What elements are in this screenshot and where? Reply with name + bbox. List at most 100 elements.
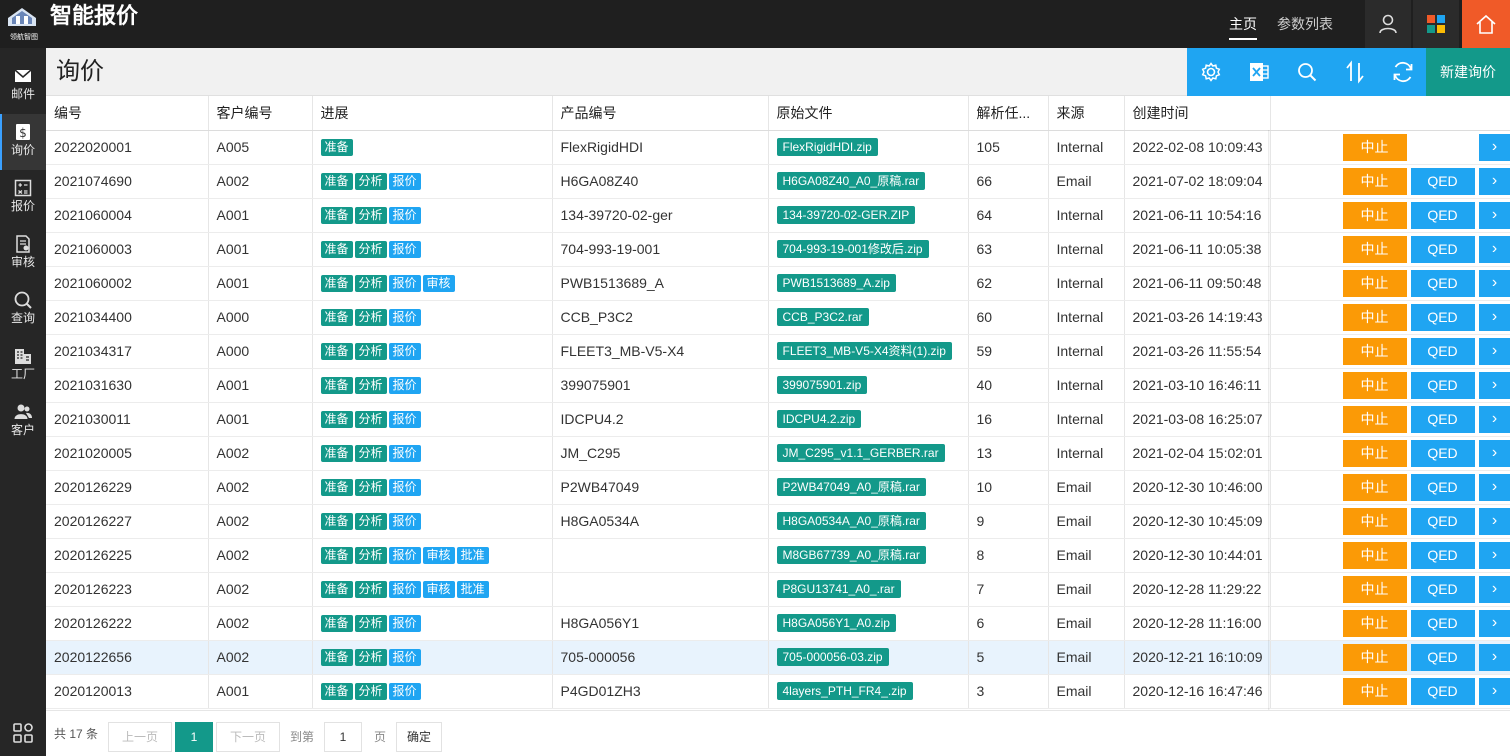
qed-button[interactable]: QED [1411,406,1475,433]
confirm-page-button[interactable]: 确定 [396,722,442,752]
table-row[interactable]: 2020126229 A002 准备 分析 报价 P2WB47049 P2WB47049_A… [46,470,1510,504]
qed-button[interactable]: QED [1411,372,1475,399]
stop-button[interactable]: 中止 [1343,304,1407,331]
column-header-progress[interactable]: 进展 [312,96,552,130]
stop-button[interactable]: 中止 [1343,542,1407,569]
file-link[interactable]: 4layers_PTH_FR4_.zip [777,682,913,700]
file-link[interactable]: FlexRigidHDI.zip [777,138,878,156]
qed-button[interactable]: QED [1411,270,1475,297]
sidebar-item-customers[interactable]: 客户 [0,394,46,450]
table-row[interactable]: 2020122656 A002 准备 分析 报价 705-000056 705-000056… [46,640,1510,674]
stop-button[interactable]: 中止 [1343,576,1407,603]
stop-button[interactable]: 中止 [1343,270,1407,297]
qed-button[interactable]: QED [1411,338,1475,365]
column-header-task[interactable]: 解析任... [968,96,1048,130]
column-header-product[interactable]: 产品编号 [552,96,768,130]
file-link[interactable]: P2WB47049_A0_原稿.rar [777,478,926,496]
qed-button[interactable]: QED [1411,644,1475,671]
table-row[interactable]: 2021060003 A001 准备 分析 报价 704-993-19-001 704-99… [46,232,1510,266]
open-detail-button[interactable]: › [1479,576,1510,603]
file-link[interactable]: H8GA0534A_A0_原稿.rar [777,512,926,530]
column-header-id[interactable]: 编号 [46,96,208,130]
file-link[interactable]: FLEET3_MB-V5-X4资料(1).zip [777,342,952,360]
table-row[interactable]: 2020126225 A002 准备 分析 报价 审核 批准 M8GB67739_A0_原稿.… [46,538,1510,572]
export-excel-button[interactable] [1235,48,1283,96]
open-detail-button[interactable]: › [1479,168,1510,195]
open-detail-button[interactable]: › [1479,304,1510,331]
file-link[interactable]: 704-993-19-001修改后.zip [777,240,929,258]
column-header-file[interactable]: 原始文件 [768,96,968,130]
page-number-input[interactable] [324,722,362,752]
file-link[interactable]: PWB1513689_A.zip [777,274,896,292]
open-detail-button[interactable]: › [1479,610,1510,637]
sidebar-item-mail[interactable]: 邮件 [0,58,46,114]
home-button[interactable] [1462,0,1510,48]
qed-button[interactable]: QED [1411,202,1475,229]
nav-home[interactable]: 主页 [1229,0,1257,48]
table-row[interactable]: 2021034317 A000 准备 分析 报价 FLEET3_MB-V5-X4 FLEET… [46,334,1510,368]
open-detail-button[interactable]: › [1479,474,1510,501]
file-link[interactable]: 134-39720-02-GER.ZIP [777,206,916,224]
file-link[interactable]: CCB_P3C2.rar [777,308,869,326]
sidebar-item-query[interactable]: 查询 [0,282,46,338]
column-header-source[interactable]: 来源 [1048,96,1124,130]
stop-button[interactable]: 中止 [1343,134,1407,161]
open-detail-button[interactable]: › [1479,644,1510,671]
stop-button[interactable]: 中止 [1343,338,1407,365]
settings-button[interactable] [1187,48,1235,96]
file-link[interactable]: P8GU13741_A0_.rar [777,580,901,598]
table-row[interactable]: 2021060002 A001 准备 分析 报价 审核 PWB1513689_A PWB151… [46,266,1510,300]
file-link[interactable]: JM_C295_v1.1_GERBER.rar [777,444,945,462]
stop-button[interactable]: 中止 [1343,508,1407,535]
open-detail-button[interactable]: › [1479,440,1510,467]
file-link[interactable]: IDCPU4.2.zip [777,410,862,428]
table-row[interactable]: 2021020005 A002 准备 分析 报价 JM_C295 JM_C295_v1.1_… [46,436,1510,470]
file-link[interactable]: 399075901.zip [777,376,868,394]
stop-button[interactable]: 中止 [1343,406,1407,433]
open-detail-button[interactable]: › [1479,338,1510,365]
table-row[interactable]: 2020120013 A001 准备 分析 报价 P4GD01ZH3 4layers_PTH… [46,674,1510,708]
stop-button[interactable]: 中止 [1343,610,1407,637]
table-row[interactable]: 2020126223 A002 准备 分析 报价 审核 批准 P8GU13741_A0_.ra… [46,572,1510,606]
open-detail-button[interactable]: › [1479,508,1510,535]
open-detail-button[interactable]: › [1479,678,1510,705]
stop-button[interactable]: 中止 [1343,236,1407,263]
open-detail-button[interactable]: › [1479,542,1510,569]
sidebar-item-factory[interactable]: 工厂 [0,338,46,394]
open-detail-button[interactable]: › [1479,270,1510,297]
qed-button[interactable]: QED [1411,236,1475,263]
qed-button[interactable]: QED [1411,576,1475,603]
nav-parameter-list[interactable]: 参数列表 [1277,0,1333,48]
new-inquiry-button[interactable]: 新建询价 [1426,48,1510,96]
app-logo[interactable]: 领航智图 [6,4,42,42]
stop-button[interactable]: 中止 [1343,202,1407,229]
apps-button[interactable] [1413,0,1459,48]
open-detail-button[interactable]: › [1479,372,1510,399]
refresh-button[interactable] [1379,48,1427,96]
stop-button[interactable]: 中止 [1343,168,1407,195]
prev-page-button[interactable]: 上一页 [108,722,172,752]
qed-button[interactable]: QED [1411,474,1475,501]
table-row[interactable]: 2021030011 A001 准备 分析 报价 IDCPU4.2 IDCPU4.2.zip… [46,402,1510,436]
file-link[interactable]: H8GA056Y1_A0.zip [777,614,896,632]
table-row[interactable]: 2021074690 A002 准备 分析 报价 H6GA08Z40 H6GA08Z40_A… [46,164,1510,198]
qed-button[interactable]: QED [1411,168,1475,195]
open-detail-button[interactable]: › [1479,406,1510,433]
sidebar-item-inquiry[interactable]: $ 询价 [0,114,46,170]
open-detail-button[interactable]: › [1479,202,1510,229]
search-button[interactable] [1283,48,1331,96]
table-row[interactable]: 2021034400 A000 准备 分析 报价 CCB_P3C2 CCB_P3C2.rar… [46,300,1510,334]
table-row[interactable]: 2020126222 A002 准备 分析 报价 H8GA056Y1 H8GA056Y1_A… [46,606,1510,640]
sort-button[interactable] [1331,48,1379,96]
file-link[interactable]: H6GA08Z40_A0_原稿.rar [777,172,926,190]
qed-button[interactable]: QED [1411,508,1475,535]
app-launcher-button[interactable] [0,710,46,756]
sidebar-item-review[interactable]: 审核 [0,226,46,282]
stop-button[interactable]: 中止 [1343,678,1407,705]
qed-button[interactable]: QED [1411,304,1475,331]
qed-button[interactable]: QED [1411,678,1475,705]
open-detail-button[interactable]: › [1479,236,1510,263]
table-row[interactable]: 2020126227 A002 准备 分析 报价 H8GA0534A H8GA0534A_A… [46,504,1510,538]
table-row[interactable]: 2022020001 A005 准备 FlexRigidHDI FlexRigidHDI… [46,130,1510,164]
next-page-button[interactable]: 下一页 [216,722,280,752]
